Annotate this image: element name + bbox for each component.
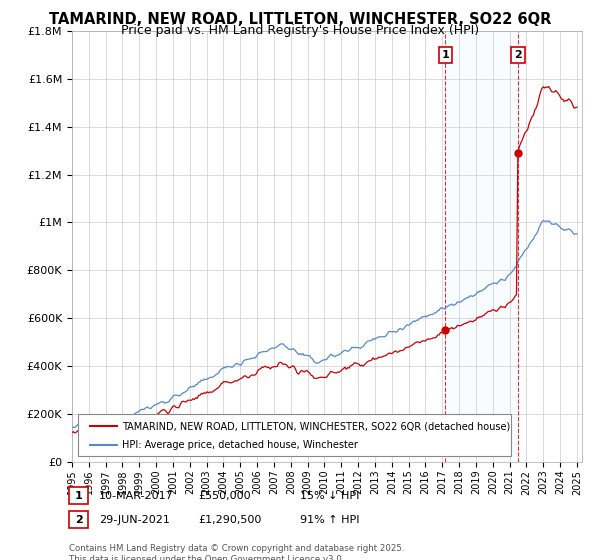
Text: 1: 1: [75, 491, 82, 501]
Text: 91% ↑ HPI: 91% ↑ HPI: [300, 515, 359, 525]
Text: TAMARIND, NEW ROAD, LITTLETON, WINCHESTER, SO22 6QR: TAMARIND, NEW ROAD, LITTLETON, WINCHESTE…: [49, 12, 551, 27]
Text: TAMARIND, NEW ROAD, LITTLETON, WINCHESTER, SO22 6QR (detached house): TAMARIND, NEW ROAD, LITTLETON, WINCHESTE…: [122, 421, 510, 431]
Text: Price paid vs. HM Land Registry's House Price Index (HPI): Price paid vs. HM Land Registry's House …: [121, 24, 479, 37]
Text: 29-JUN-2021: 29-JUN-2021: [99, 515, 170, 525]
Text: HPI: Average price, detached house, Winchester: HPI: Average price, detached house, Winc…: [122, 440, 358, 450]
Text: 10-MAR-2017: 10-MAR-2017: [99, 491, 174, 501]
Text: Contains HM Land Registry data © Crown copyright and database right 2025.
This d: Contains HM Land Registry data © Crown c…: [69, 544, 404, 560]
Text: £1,290,500: £1,290,500: [198, 515, 262, 525]
Text: 1: 1: [442, 50, 449, 60]
Text: £550,000: £550,000: [198, 491, 251, 501]
Text: 15% ↓ HPI: 15% ↓ HPI: [300, 491, 359, 501]
Text: 2: 2: [514, 50, 522, 60]
Bar: [445, 31, 518, 462]
Text: 2: 2: [75, 515, 82, 525]
